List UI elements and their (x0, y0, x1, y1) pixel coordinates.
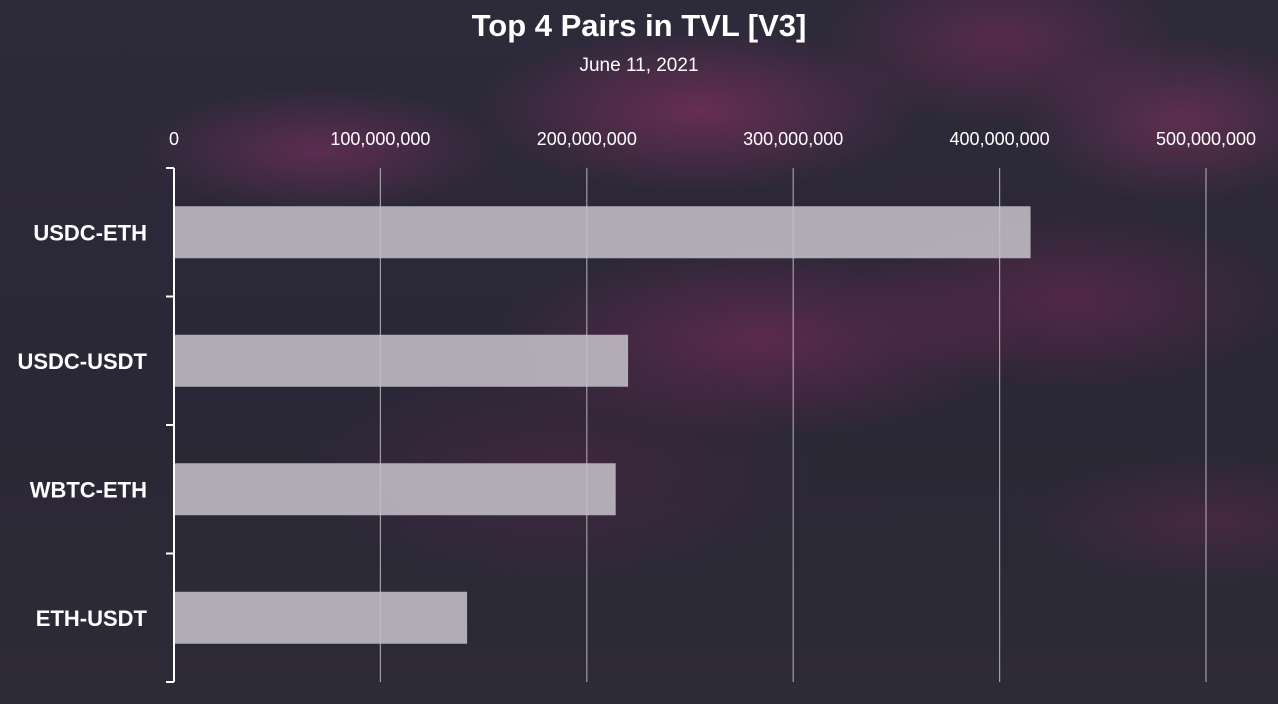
x-tick-label: 400,000,000 (950, 129, 1050, 149)
bar (174, 463, 616, 516)
x-tick-label: 200,000,000 (537, 129, 637, 149)
bar (174, 206, 1031, 259)
chart-title: Top 4 Pairs in TVL [V3] (471, 8, 807, 43)
category-label: WBTC-ETH (30, 477, 147, 502)
x-tick-label: 0 (169, 129, 179, 149)
x-tick-label: 300,000,000 (743, 129, 843, 149)
category-label: USDC-ETH (33, 220, 147, 245)
category-label: USDC-USDT (17, 349, 147, 374)
x-tick-label: 100,000,000 (330, 129, 430, 149)
chart-subtitle: June 11, 2021 (579, 55, 699, 76)
x-tick-label: 500,000,000 (1156, 129, 1256, 149)
bar (174, 334, 629, 387)
category-label: ETH-USDT (36, 606, 148, 631)
bar (174, 591, 468, 644)
